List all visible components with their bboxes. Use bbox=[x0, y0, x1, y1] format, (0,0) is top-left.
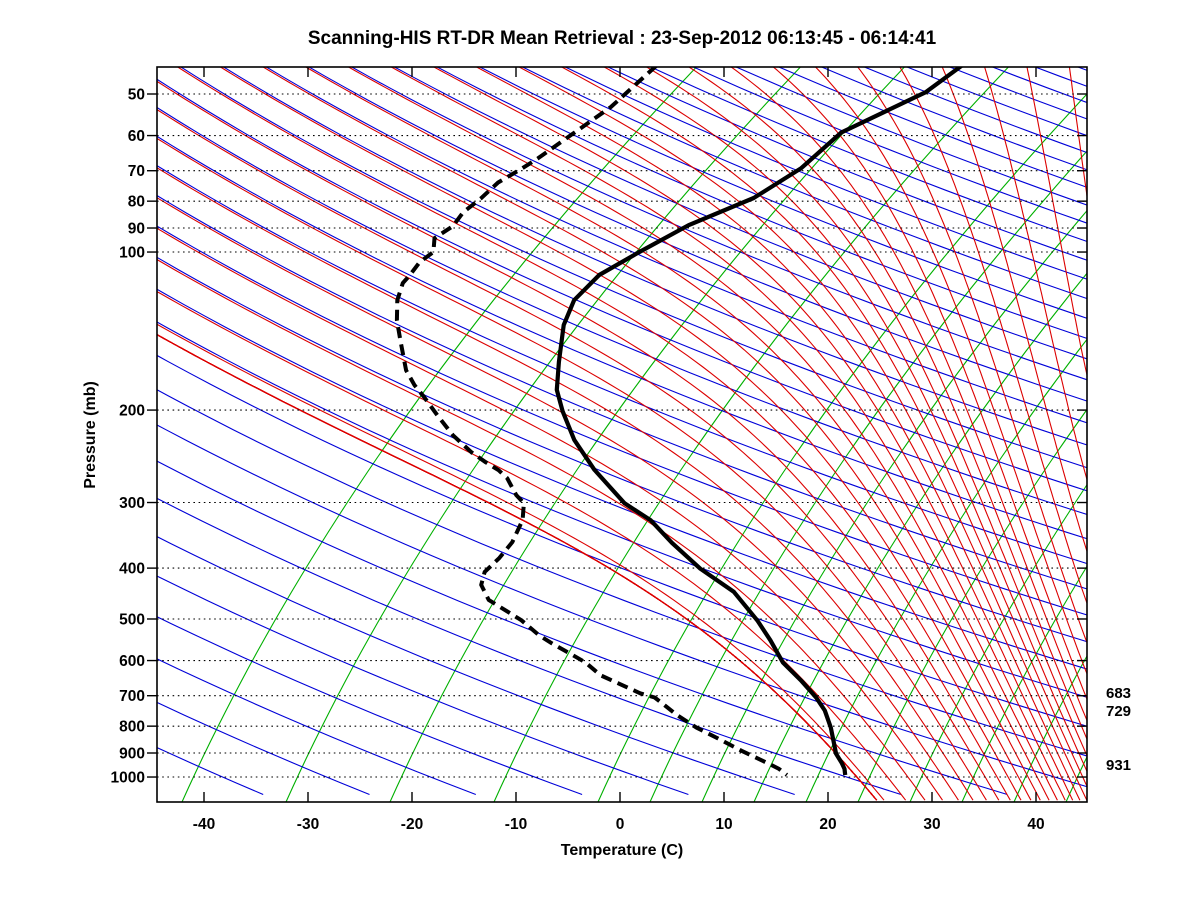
moist-adiabat-lines bbox=[157, 67, 1087, 801]
isobar-lines bbox=[157, 93, 1087, 778]
pressure-tick-label: 100 bbox=[119, 245, 145, 262]
x-tick-label: 0 bbox=[616, 816, 625, 833]
pressure-tick-label: 80 bbox=[128, 194, 145, 211]
pressure-tick-label: 70 bbox=[128, 163, 145, 180]
pressure-tick-label: 400 bbox=[119, 561, 145, 578]
right-pressure-annotation: 931 bbox=[1106, 757, 1131, 774]
pressure-tick-label: 800 bbox=[119, 719, 145, 736]
dry-adiabat-lines bbox=[157, 67, 1087, 796]
x-tick-label: 20 bbox=[819, 816, 836, 833]
pressure-tick-label: 500 bbox=[119, 611, 145, 628]
x-axis-label: Temperature (C) bbox=[560, 842, 684, 859]
right-pressure-annotation: 683 bbox=[1106, 685, 1131, 702]
plot-frame bbox=[156, 66, 1088, 803]
x-tick-label: -40 bbox=[193, 816, 215, 833]
isotherm-lines bbox=[181, 67, 1087, 802]
pressure-tick-label: 900 bbox=[119, 746, 145, 763]
pressure-tick-label: 1000 bbox=[111, 770, 145, 787]
pressure-tick-label: 90 bbox=[128, 221, 145, 238]
plot-area bbox=[157, 67, 1087, 802]
pressure-tick-label: 50 bbox=[128, 87, 145, 104]
x-tick-label: 30 bbox=[923, 816, 940, 833]
x-tick-label: 10 bbox=[715, 816, 732, 833]
chart-title: Scanning-HIS RT-DR Mean Retrieval : 23-S… bbox=[307, 28, 937, 49]
pressure-tick-label: 600 bbox=[119, 653, 145, 670]
temperature-profile-curve bbox=[554, 67, 964, 776]
x-tick-label: -10 bbox=[505, 816, 527, 833]
pressure-tick-label: 700 bbox=[119, 688, 145, 705]
x-tick-label: -20 bbox=[401, 816, 423, 833]
pressure-tick-label: 60 bbox=[128, 128, 145, 145]
x-tick-label: 40 bbox=[1027, 816, 1044, 833]
right-pressure-annotation: 729 bbox=[1106, 703, 1131, 720]
pressure-tick-label: 200 bbox=[119, 403, 145, 420]
dewpoint-profile-curve bbox=[394, 67, 789, 777]
pressure-tick-label: 300 bbox=[119, 495, 145, 512]
axis-ticks bbox=[147, 67, 1087, 802]
x-tick-label: -30 bbox=[297, 816, 319, 833]
